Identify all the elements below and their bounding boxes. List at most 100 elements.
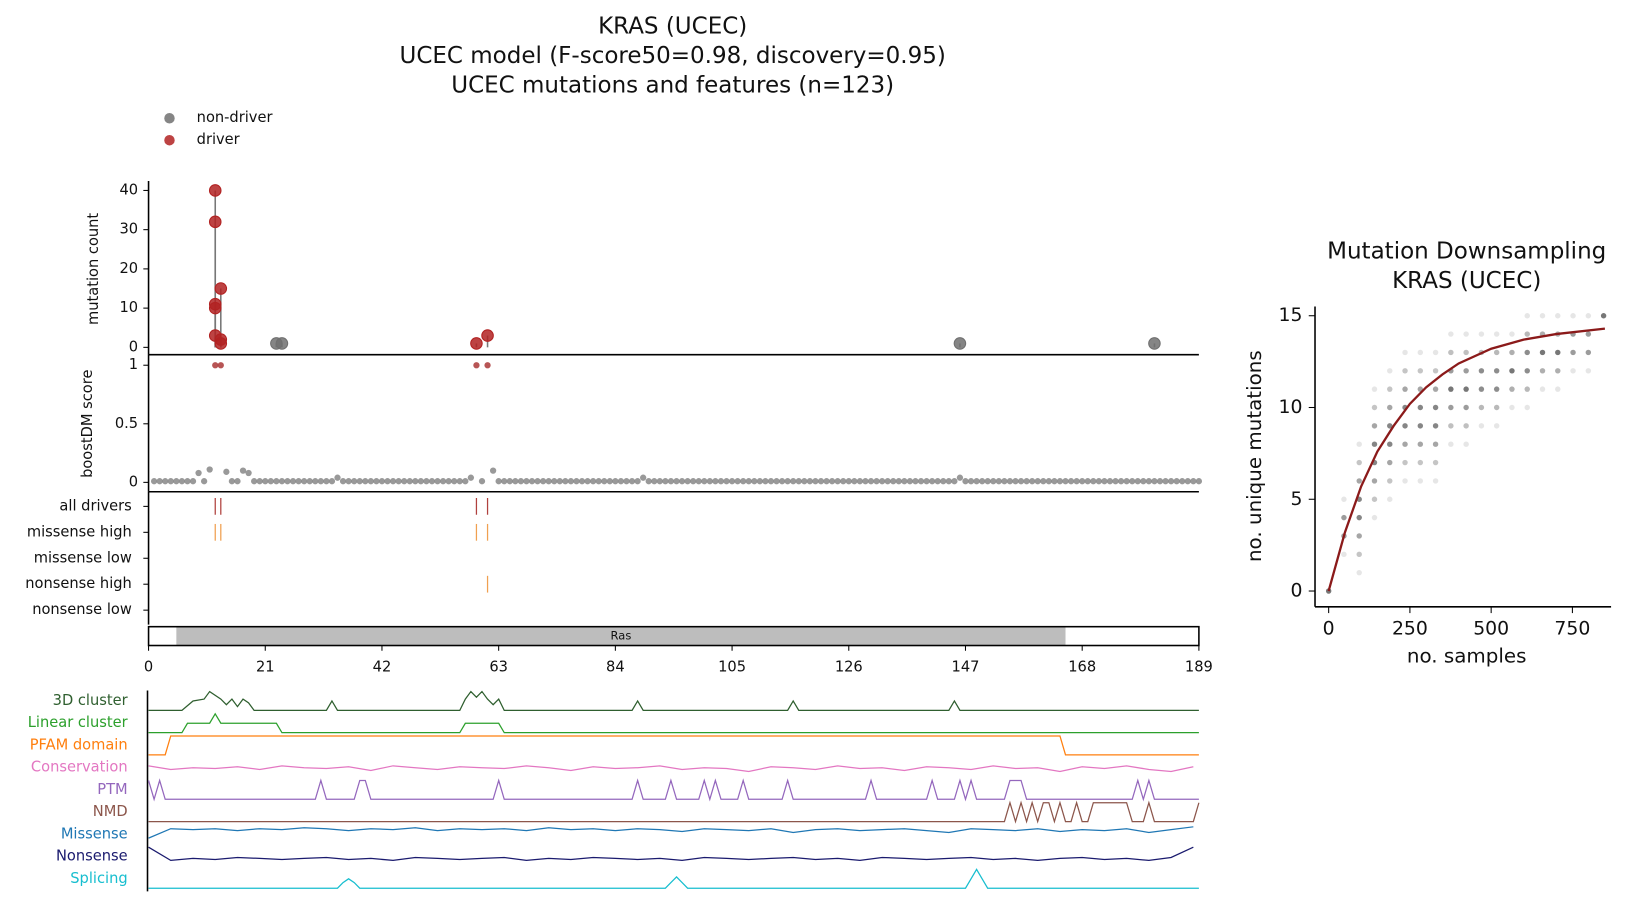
score-point xyxy=(323,478,330,485)
score-point xyxy=(1051,478,1058,485)
sample-point xyxy=(1402,386,1408,392)
score-point xyxy=(862,478,869,485)
sample-point xyxy=(1555,386,1561,392)
track-line xyxy=(147,778,1199,802)
x-tick-label: 126 xyxy=(835,658,863,675)
score-point xyxy=(451,478,458,485)
score-point xyxy=(1056,478,1064,485)
score-point xyxy=(489,467,497,474)
sample-point xyxy=(1509,331,1515,337)
score-point xyxy=(690,478,697,485)
score-point xyxy=(828,478,836,485)
score-point xyxy=(1023,478,1030,485)
score-point xyxy=(723,478,730,485)
title-line: UCEC model (F-score50=0.98, discovery=0.… xyxy=(399,43,945,69)
sample-point xyxy=(1387,404,1393,411)
needle-head xyxy=(208,301,222,315)
score-point xyxy=(767,478,775,485)
sample-point xyxy=(1463,368,1469,374)
score-point xyxy=(1045,478,1052,485)
score-point xyxy=(389,478,397,485)
score-point xyxy=(923,478,930,485)
sample-point xyxy=(1509,386,1515,392)
sample-point xyxy=(1417,349,1424,356)
score-point xyxy=(778,478,786,485)
score-point xyxy=(506,478,513,485)
score-point xyxy=(251,478,258,485)
sample-point xyxy=(1371,496,1378,502)
sample-point xyxy=(1478,386,1485,392)
score-point xyxy=(834,478,841,485)
score-point xyxy=(501,478,508,485)
sample-point xyxy=(1371,404,1378,411)
score-point xyxy=(662,478,669,485)
score-point xyxy=(1123,478,1130,485)
sample-point xyxy=(1417,404,1424,411)
score-point xyxy=(367,478,374,485)
score-point xyxy=(651,478,658,485)
score-point xyxy=(295,478,302,485)
score-point xyxy=(150,478,158,485)
score-point xyxy=(195,469,202,477)
score-point xyxy=(878,478,886,485)
sample-point xyxy=(1432,478,1439,484)
needle-head xyxy=(214,337,228,350)
score-point xyxy=(606,478,613,485)
score-point xyxy=(890,478,897,485)
score-point xyxy=(217,362,224,369)
score-point xyxy=(256,478,263,485)
y-tick-label: 15 xyxy=(1278,305,1302,326)
domain xyxy=(176,626,1066,646)
score-point xyxy=(840,478,847,485)
score-point xyxy=(551,478,558,485)
score-point xyxy=(812,478,819,485)
score-point xyxy=(456,478,463,485)
score-point xyxy=(384,478,391,485)
score-point xyxy=(673,478,680,485)
score-point xyxy=(706,478,713,485)
score-point xyxy=(473,362,480,369)
score-point xyxy=(567,478,575,485)
sample-point xyxy=(1417,368,1424,374)
score-point xyxy=(1062,478,1069,485)
score-point xyxy=(373,478,380,485)
sample-point xyxy=(1478,404,1485,411)
score-point xyxy=(1095,478,1102,485)
score-point xyxy=(751,478,758,485)
score-point xyxy=(345,478,352,485)
sample-point xyxy=(1493,386,1500,392)
score-point xyxy=(1117,478,1125,485)
track-line xyxy=(148,868,1199,889)
y-tick-label: 30 xyxy=(119,221,138,238)
sample-point xyxy=(1555,368,1561,374)
legend-label: driver xyxy=(197,131,241,148)
chart-title: Mutation Downsampling xyxy=(1327,239,1606,265)
needle-head xyxy=(275,337,289,350)
score-point xyxy=(378,478,386,485)
sample-point xyxy=(1341,514,1347,521)
sample-point xyxy=(1570,313,1576,319)
score-point xyxy=(523,478,530,485)
score-point xyxy=(929,478,936,485)
score-point xyxy=(434,478,441,485)
score-point xyxy=(1129,478,1136,485)
score-point xyxy=(317,478,324,485)
score-point xyxy=(234,478,241,485)
sample-point xyxy=(1387,459,1393,466)
sample-point xyxy=(1585,349,1592,356)
title-line: UCEC mutations and features (n=123) xyxy=(451,72,894,98)
x-tick-label: 0 xyxy=(1323,618,1335,639)
sample-point xyxy=(1432,441,1439,447)
track-line xyxy=(148,712,1199,734)
sample-point xyxy=(1356,441,1362,447)
y-tick-label: 5 xyxy=(1290,489,1302,510)
sample-point xyxy=(1371,441,1378,447)
sample-point xyxy=(1539,386,1546,392)
sample-point xyxy=(1448,404,1454,411)
score-point xyxy=(712,478,719,485)
sample-point xyxy=(1493,331,1500,337)
chart-title: KRAS (UCEC) xyxy=(1392,268,1541,294)
x-tick-label: 189 xyxy=(1185,658,1213,675)
sample-point xyxy=(1463,404,1469,411)
sample-point xyxy=(1524,404,1530,411)
